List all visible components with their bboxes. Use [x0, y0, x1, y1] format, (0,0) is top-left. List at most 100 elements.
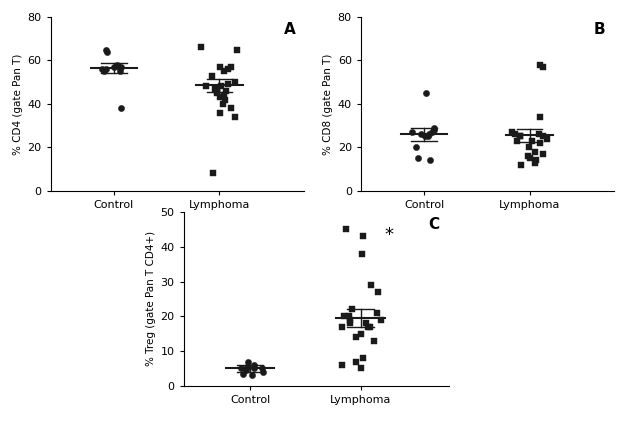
Point: [407, 129, 417, 136]
Point: [216, 83, 226, 90]
Point: [537, 151, 548, 157]
Point: [241, 367, 251, 374]
Point: [425, 157, 435, 164]
Point: [373, 289, 383, 296]
Point: [423, 133, 433, 140]
Point: [97, 66, 107, 73]
Point: [536, 61, 546, 68]
Point: [337, 362, 347, 368]
Point: [221, 87, 231, 94]
Point: [226, 64, 236, 70]
Point: [375, 316, 385, 323]
Point: [369, 337, 379, 344]
Point: [113, 64, 123, 70]
Text: C: C: [428, 217, 439, 232]
Point: [115, 105, 125, 112]
Point: [201, 83, 211, 90]
Point: [416, 131, 426, 138]
Point: [512, 137, 522, 144]
Point: [367, 282, 377, 288]
Point: [429, 124, 439, 131]
Point: [242, 358, 253, 365]
Point: [411, 144, 422, 151]
Point: [358, 233, 368, 240]
Point: [212, 87, 222, 94]
Point: [413, 155, 423, 162]
Point: [218, 68, 229, 75]
Point: [530, 159, 541, 166]
Point: [429, 127, 439, 134]
Point: [232, 46, 242, 53]
Point: [249, 365, 260, 372]
Point: [230, 114, 240, 120]
Point: [356, 330, 367, 337]
Point: [212, 89, 222, 96]
Point: [109, 64, 119, 70]
Point: [356, 250, 367, 257]
Point: [226, 105, 236, 112]
Point: [507, 129, 517, 136]
Point: [363, 324, 373, 330]
Point: [210, 85, 220, 92]
Point: [223, 81, 233, 88]
Point: [242, 363, 252, 370]
Point: [215, 94, 225, 101]
Text: *: *: [384, 226, 393, 244]
Point: [223, 66, 233, 73]
Point: [236, 365, 246, 372]
Point: [249, 362, 259, 368]
Point: [515, 133, 525, 140]
Point: [510, 131, 520, 138]
Point: [365, 324, 375, 330]
Point: [196, 44, 206, 51]
Point: [420, 133, 430, 140]
Point: [112, 61, 122, 68]
Point: [372, 310, 382, 316]
Point: [538, 133, 548, 140]
Point: [341, 226, 351, 233]
Point: [101, 46, 111, 53]
Point: [218, 100, 229, 107]
Point: [345, 316, 355, 323]
Point: [339, 313, 349, 320]
Point: [535, 139, 545, 146]
Point: [361, 320, 371, 326]
Point: [351, 334, 361, 340]
Point: [351, 358, 361, 365]
Point: [530, 148, 540, 155]
Point: [257, 365, 267, 372]
Point: [101, 66, 111, 73]
Point: [524, 144, 534, 151]
Point: [525, 155, 535, 162]
Point: [348, 306, 358, 313]
Point: [219, 92, 229, 99]
Text: A: A: [284, 22, 296, 37]
Point: [99, 68, 109, 75]
Point: [206, 72, 216, 79]
Point: [424, 131, 434, 138]
Point: [344, 313, 354, 320]
Point: [422, 89, 432, 96]
Y-axis label: % CD4 (gate Pan T): % CD4 (gate Pan T): [13, 53, 23, 155]
Point: [116, 64, 126, 70]
Y-axis label: % Treg (gate Pan T CD4+): % Treg (gate Pan T CD4+): [146, 232, 156, 366]
Point: [208, 170, 218, 177]
Point: [215, 109, 225, 116]
Point: [527, 137, 537, 144]
Point: [534, 131, 544, 138]
Point: [542, 135, 552, 142]
Point: [337, 324, 347, 330]
Point: [358, 354, 368, 361]
Point: [427, 129, 437, 136]
Point: [538, 64, 548, 70]
Point: [238, 370, 248, 377]
Point: [248, 372, 258, 379]
Point: [516, 161, 526, 168]
Point: [346, 320, 356, 326]
Point: [215, 64, 225, 70]
Point: [115, 68, 125, 75]
Point: [102, 48, 112, 55]
Point: [531, 157, 541, 164]
Point: [523, 153, 533, 159]
Point: [535, 114, 545, 120]
